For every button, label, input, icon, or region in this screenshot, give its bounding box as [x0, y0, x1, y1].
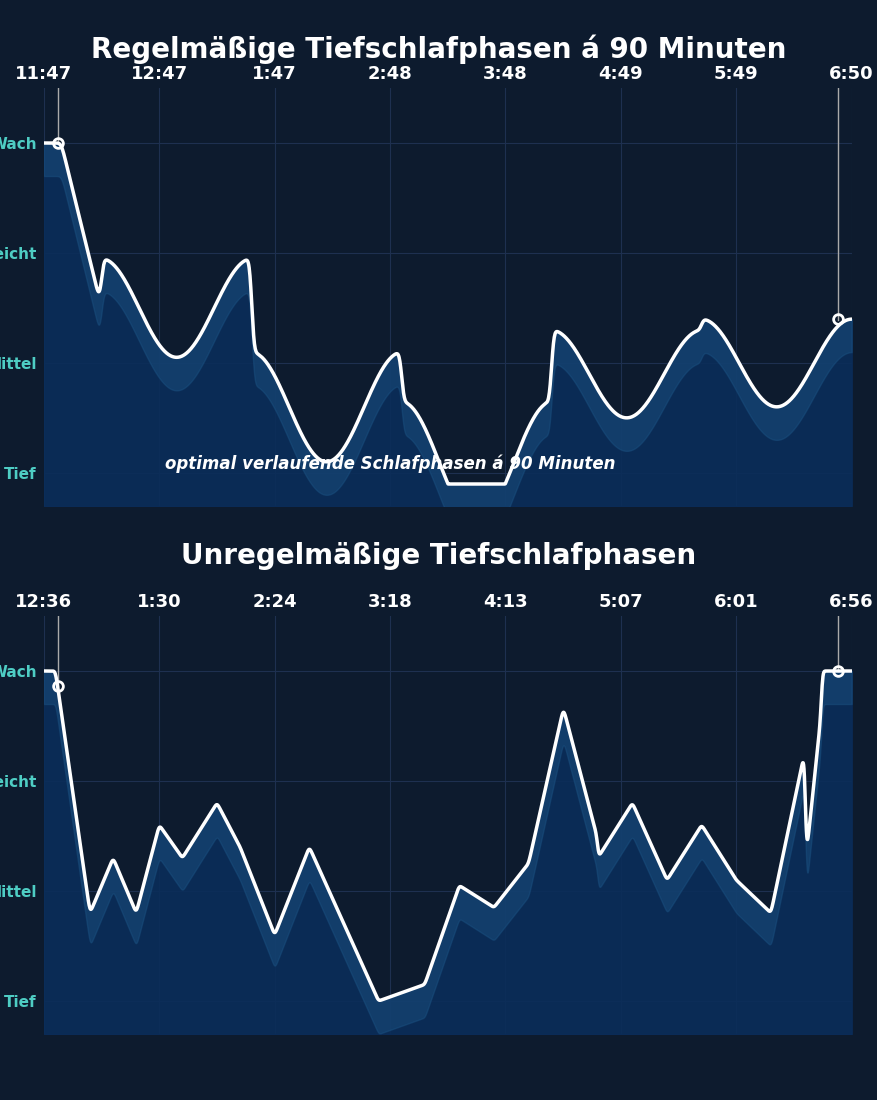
- Text: optimal verlaufende Schlafphasen á 90 Minuten: optimal verlaufende Schlafphasen á 90 Mi…: [165, 454, 615, 473]
- Text: Regelmäßige Tiefschlafphasen á 90 Minuten: Regelmäßige Tiefschlafphasen á 90 Minute…: [91, 35, 786, 64]
- Text: Unregelmäßige Tiefschlafphasen: Unregelmäßige Tiefschlafphasen: [182, 541, 695, 570]
